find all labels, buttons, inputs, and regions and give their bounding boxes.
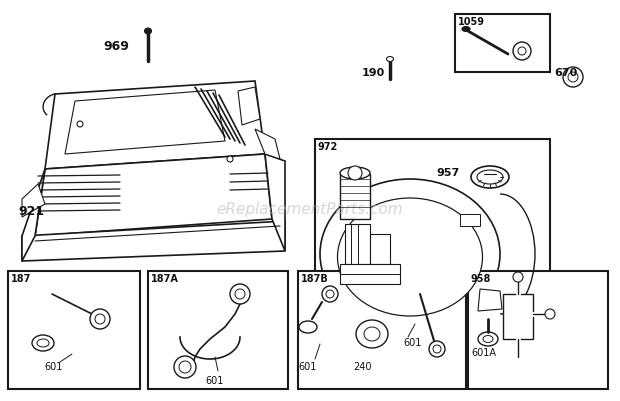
Circle shape [322,286,338,302]
Polygon shape [22,221,285,261]
Ellipse shape [320,180,500,329]
Bar [370,235,390,264]
Text: 601A: 601A [471,347,496,357]
Bar [460,215,480,227]
Circle shape [230,284,250,304]
Polygon shape [65,91,225,155]
Text: 969: 969 [103,40,129,53]
Polygon shape [478,289,502,311]
Ellipse shape [37,339,49,347]
Circle shape [568,73,578,83]
Text: 601: 601 [205,375,223,385]
Ellipse shape [477,170,503,184]
Text: 190: 190 [362,68,385,78]
Text: 670: 670 [554,68,577,78]
Bar [503,294,533,339]
Text: 601: 601 [298,361,316,371]
Bar [468,271,608,389]
Circle shape [77,122,83,128]
Circle shape [513,43,531,61]
Circle shape [95,314,105,324]
Circle shape [518,48,526,56]
Bar [148,271,288,389]
Circle shape [227,157,233,162]
Circle shape [90,309,110,329]
Text: 601: 601 [403,337,422,347]
Text: 187A: 187A [151,273,179,283]
Text: 187: 187 [11,273,32,283]
Polygon shape [45,82,265,170]
Text: 957: 957 [436,168,459,178]
Ellipse shape [144,29,151,35]
Ellipse shape [356,320,388,348]
Circle shape [513,272,523,282]
Polygon shape [22,184,45,217]
Bar [345,225,370,264]
Bar [315,140,550,334]
Text: eReplacementParts.com: eReplacementParts.com [216,202,404,217]
Text: 240: 240 [353,361,371,371]
Bar [340,174,370,219]
Polygon shape [35,155,272,237]
Bar [8,271,140,389]
Circle shape [179,361,191,373]
Ellipse shape [337,198,482,316]
Polygon shape [238,88,260,126]
Text: 1059: 1059 [458,17,485,27]
Circle shape [433,345,441,353]
Text: 921: 921 [18,205,44,217]
Ellipse shape [483,336,493,342]
Ellipse shape [386,57,394,62]
Ellipse shape [340,168,370,180]
Text: 187B: 187B [301,273,329,283]
Text: 601: 601 [44,361,63,371]
Circle shape [174,356,196,378]
Bar [455,15,550,73]
Polygon shape [265,155,285,251]
Bar [340,264,400,284]
Text: 972: 972 [318,142,339,152]
Circle shape [326,290,334,298]
Circle shape [348,166,362,180]
Circle shape [563,68,583,88]
Ellipse shape [462,27,470,32]
Ellipse shape [478,332,498,346]
Ellipse shape [471,166,509,188]
Polygon shape [255,130,280,160]
Circle shape [545,309,555,319]
Bar [298,271,466,389]
Ellipse shape [32,335,54,351]
Polygon shape [22,170,45,261]
Text: 958: 958 [471,273,492,283]
Ellipse shape [364,327,380,341]
Circle shape [429,341,445,357]
Circle shape [235,289,245,299]
Ellipse shape [299,321,317,333]
